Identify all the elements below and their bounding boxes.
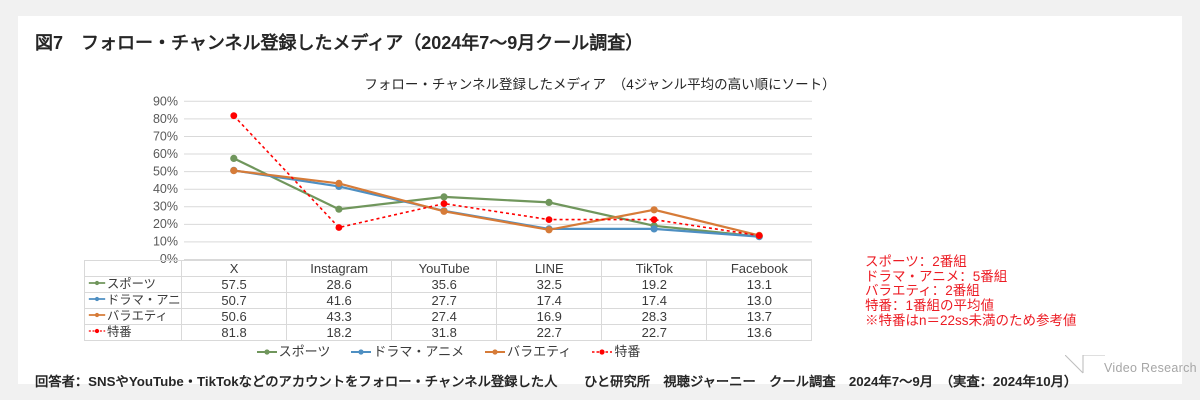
svg-text:30%: 30% [153,200,178,214]
svg-text:50%: 50% [153,165,178,179]
svg-text:20%: 20% [153,217,178,231]
svg-text:70%: 70% [153,130,178,144]
svg-text:10%: 10% [153,235,178,249]
svg-text:60%: 60% [153,147,178,161]
svg-text:80%: 80% [153,112,178,126]
svg-text:40%: 40% [153,182,178,196]
svg-text:90%: 90% [153,95,178,109]
